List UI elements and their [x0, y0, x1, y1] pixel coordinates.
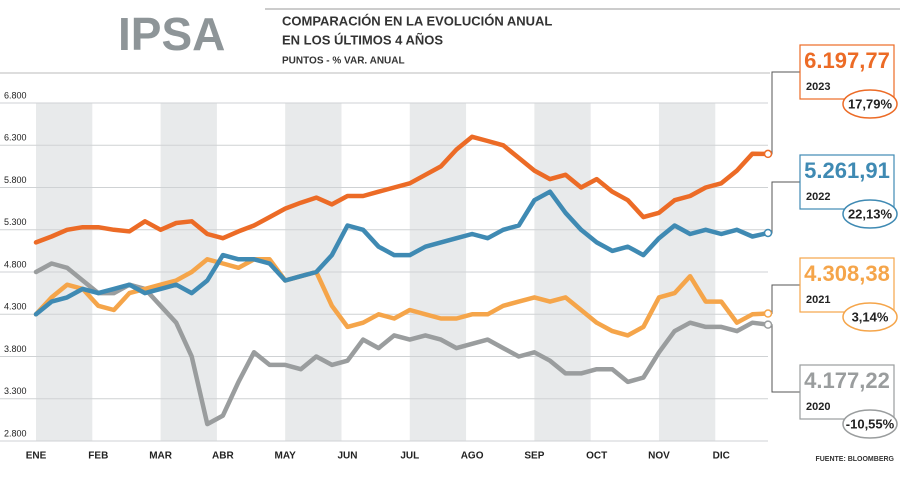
series-line — [33, 189, 771, 317]
connector — [768, 284, 800, 315]
change-label: -10,55% — [846, 416, 895, 431]
change-label: 17,79% — [848, 96, 893, 111]
end-point — [763, 149, 773, 159]
change-label: 22,13% — [848, 206, 893, 221]
last-value: 6.197,77 — [804, 48, 890, 73]
x-tick-label: ENE — [26, 451, 47, 462]
last-value: 5.261,91 — [804, 158, 890, 183]
change-badge — [842, 89, 898, 119]
y-tick-label: 3.800 — [4, 344, 27, 354]
last-value: 4.308,38 — [804, 261, 890, 286]
connector — [768, 71, 800, 155]
y-tick-label: 6.300 — [4, 133, 27, 143]
series-line — [33, 134, 771, 245]
chart-subtitle: COMPARACIÓN EN LA EVOLUCIÓN ANUAL — [282, 13, 552, 28]
series-line — [33, 261, 771, 427]
y-tick-label: 4.800 — [4, 259, 27, 269]
last-value: 4.177,22 — [804, 368, 890, 393]
x-tick-label: OCT — [586, 451, 607, 462]
legend-entry: 2022 — [806, 191, 830, 203]
chart-title: IPSA — [118, 8, 225, 60]
y-tick-label: 2.800 — [4, 428, 27, 438]
x-tick-label: JUN — [337, 451, 357, 462]
y-axis-label: PUNTOS - % VAR. ANUAL — [282, 56, 405, 67]
change-label: 3,14% — [852, 309, 889, 324]
x-tick-label: DIC — [713, 451, 730, 462]
y-tick-label: 6.800 — [4, 90, 27, 100]
y-tick-label: 4.300 — [4, 302, 27, 312]
end-point — [763, 228, 773, 238]
x-tick-label: NOV — [648, 451, 670, 462]
end-point — [763, 309, 773, 318]
chart-subtitle: EN LOS ÚLTIMOS 4 AÑOS — [282, 32, 443, 47]
source: FUENTE: BLOOMBERG — [815, 456, 894, 463]
x-tick-label: AGO — [461, 451, 484, 462]
legend-entry: 2023 — [806, 81, 830, 93]
x-tick-label: MAY — [275, 451, 297, 462]
x-tick-label: FEB — [88, 451, 108, 462]
legend-entry: 2020 — [806, 401, 830, 413]
y-tick-label: 5.300 — [4, 217, 27, 227]
y-tick-label: 5.800 — [4, 175, 27, 185]
connector — [768, 324, 800, 393]
connector — [768, 181, 800, 234]
legend-entry: 2021 — [806, 294, 830, 306]
change-badge — [842, 409, 898, 439]
x-tick-label: ABR — [212, 451, 234, 462]
x-tick-label: SEP — [524, 451, 544, 462]
x-tick-label: MAR — [149, 451, 173, 462]
y-tick-label: 3.300 — [4, 386, 27, 396]
series-line — [33, 257, 771, 338]
change-badge — [842, 199, 898, 229]
end-point — [763, 320, 773, 329]
change-badge — [842, 302, 898, 332]
x-tick-label: JUL — [400, 451, 419, 462]
